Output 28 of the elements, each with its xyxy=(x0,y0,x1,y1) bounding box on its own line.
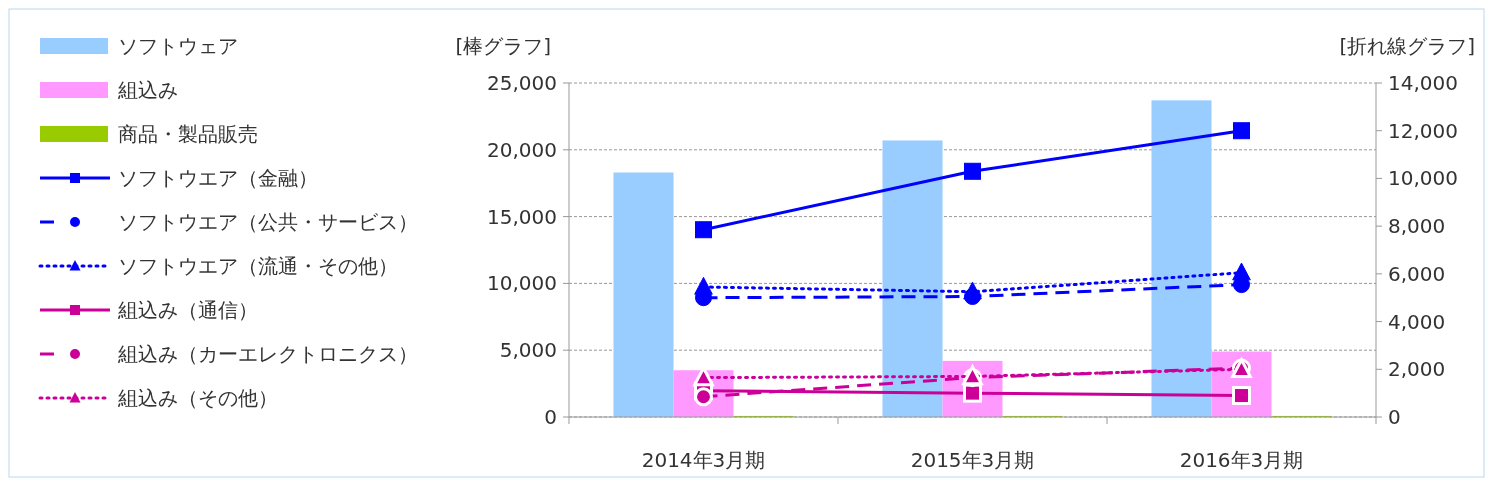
legend-label: 組込み xyxy=(117,78,178,102)
y2-tick-label: 10,000 xyxy=(1388,166,1458,191)
y2-axis-title: [折れ線グラフ] xyxy=(1339,34,1475,58)
y-tick-label: 15,000 xyxy=(487,204,557,229)
legend-label: 組込み（その他） xyxy=(117,386,278,410)
y-tick-label: 5,000 xyxy=(499,338,557,363)
legend-label: 組込み（通信） xyxy=(117,298,258,322)
legend-label: 商品・製品販売 xyxy=(118,122,258,146)
x-tick-label: 2016年3月期 xyxy=(1179,448,1304,472)
y2-tick-label: 14,000 xyxy=(1388,71,1458,95)
legend-label: ソフトウエア（流通・その他） xyxy=(118,254,398,278)
y2-tick-label: 8,000 xyxy=(1388,214,1446,239)
y2-tick-label: 2,000 xyxy=(1388,357,1446,382)
y2-tick-label: 0 xyxy=(1388,405,1401,429)
y-tick-label: 0 xyxy=(544,405,557,429)
legend-label: ソフトウエア（公共・サービス） xyxy=(118,210,418,234)
x-tick-label: 2014年3月期 xyxy=(641,448,766,472)
y2-tick-label: 6,000 xyxy=(1388,261,1446,286)
y-tick-label: 20,000 xyxy=(487,137,557,162)
y2-tick-label: 12,000 xyxy=(1388,118,1458,143)
y2-tick-label: 4,000 xyxy=(1388,309,1446,334)
legend-label: 組込み（カーエレクトロニクス） xyxy=(117,342,418,366)
y-tick-label: 25,000 xyxy=(487,71,557,95)
y-tick-label: 10,000 xyxy=(487,271,557,296)
legend-label: ソフトウェア xyxy=(118,34,238,58)
legend-label: ソフトウエア（金融） xyxy=(118,166,318,190)
x-tick-label: 2015年3月期 xyxy=(910,448,1035,472)
y-axis-title: [棒グラフ] xyxy=(455,34,551,58)
